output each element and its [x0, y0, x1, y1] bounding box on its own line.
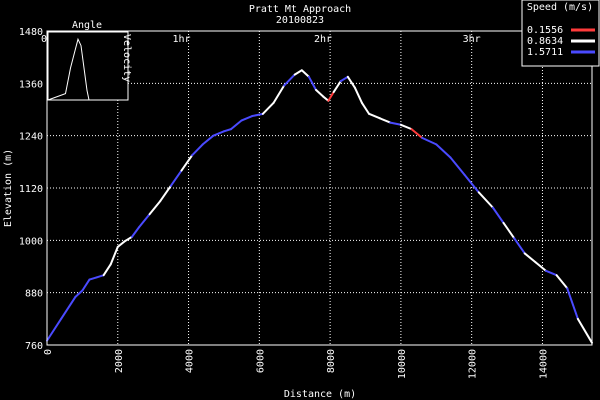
profile-segment [322, 95, 330, 102]
y-tick-label: 1120 [19, 184, 43, 195]
time-tick-label: 1hr [172, 34, 190, 45]
profile-segment [491, 206, 505, 224]
profile-segment [399, 123, 413, 131]
profile-segment [327, 91, 335, 102]
profile-segment [201, 134, 215, 146]
x-tick-label: 2000 [114, 349, 125, 373]
profile-segment [283, 73, 296, 87]
inset-frame [47, 31, 129, 101]
profile-segment [360, 101, 371, 115]
profile-segment [502, 221, 516, 240]
profile-segment [435, 143, 452, 159]
time-tick-label: 3hr [463, 34, 481, 45]
y-tick-label: 1000 [19, 236, 43, 247]
legend-box [521, 0, 600, 67]
x-tick-label: 14000 [538, 349, 549, 379]
x-tick-label: 6000 [255, 349, 266, 373]
profile-segment [332, 80, 342, 94]
profile-segment [477, 191, 494, 209]
profile-segment [378, 117, 392, 124]
inset-panel: Angle Velocity [47, 20, 132, 101]
profile-segment [555, 274, 569, 290]
profile-segment [449, 156, 466, 176]
profile-segment [513, 237, 526, 255]
profile-segment [389, 121, 402, 126]
elevation-profile [46, 69, 593, 344]
x-tick-label: 0 [43, 349, 54, 355]
profile-segment [74, 289, 84, 299]
profile-segment [272, 84, 286, 104]
time-tick-label: 2hr [314, 34, 332, 45]
profile-segment [314, 88, 325, 98]
profile-segment [159, 184, 172, 203]
profile-segment [230, 119, 243, 131]
x-tick-label: 4000 [185, 349, 196, 373]
profile-segment [300, 69, 310, 78]
profile-segment [346, 75, 356, 89]
profile-segment [180, 154, 194, 172]
profile-segment [240, 115, 254, 122]
chart-title: Pratt Mt Approach [249, 4, 351, 15]
inset-title: Angle [72, 20, 102, 31]
y-tick-label: 1360 [19, 79, 43, 90]
x-tick-label: 8000 [326, 349, 337, 373]
profile-segment [421, 136, 438, 146]
profile-segment [169, 169, 183, 187]
profile-segment [148, 200, 162, 216]
y-tick-label: 880 [25, 289, 43, 300]
profile-segment [251, 112, 264, 118]
legend-entry-label: 1.5711 [527, 47, 563, 58]
plot-frame [46, 30, 593, 346]
y-tick-label: 1240 [19, 132, 43, 143]
x-tick-label: 12000 [468, 349, 479, 379]
profile-segment [544, 269, 558, 277]
profile-segment [95, 274, 105, 279]
profile-segment [222, 128, 233, 133]
inset-curve [47, 37, 98, 101]
profile-segment [576, 317, 593, 344]
profile-segment [138, 213, 151, 229]
profile-segment [534, 261, 547, 272]
legend-title: Speed (m/s) [527, 2, 593, 13]
profile-segment [353, 86, 363, 104]
profile-segment [123, 235, 133, 243]
y-axis-label: Elevation (m) [3, 149, 14, 227]
profile-segment [116, 240, 126, 248]
chart-subtitle: 20100823 [276, 15, 324, 26]
profile-segment [109, 245, 119, 266]
profile-segment [212, 130, 225, 137]
y-tick-label: 1480 [19, 27, 43, 38]
x-axis-label: Distance (m) [284, 389, 356, 400]
profile-segment [46, 317, 63, 342]
profile-segment [463, 173, 480, 194]
profile-segment [307, 75, 317, 91]
profile-segment [88, 276, 98, 281]
profile-segment [293, 69, 303, 76]
profile-segment [339, 75, 349, 83]
profile-segment [410, 128, 424, 139]
profile-segment [60, 296, 77, 320]
legend-entry-label: 0.1556 [527, 25, 563, 36]
profile-segment [81, 278, 91, 292]
profile-segment [102, 263, 112, 277]
legend-entry-label: 0.8634 [527, 36, 563, 47]
profile-segment [191, 143, 204, 157]
y-tick-label: 760 [25, 341, 43, 352]
profile-segment [261, 101, 275, 115]
profile-segment [523, 252, 537, 264]
profile-segment [130, 226, 141, 238]
profile-segment [368, 112, 381, 120]
inset-right-label: Velocity [121, 34, 132, 82]
profile-segment [566, 287, 579, 320]
x-tick-label: 10000 [397, 349, 408, 379]
